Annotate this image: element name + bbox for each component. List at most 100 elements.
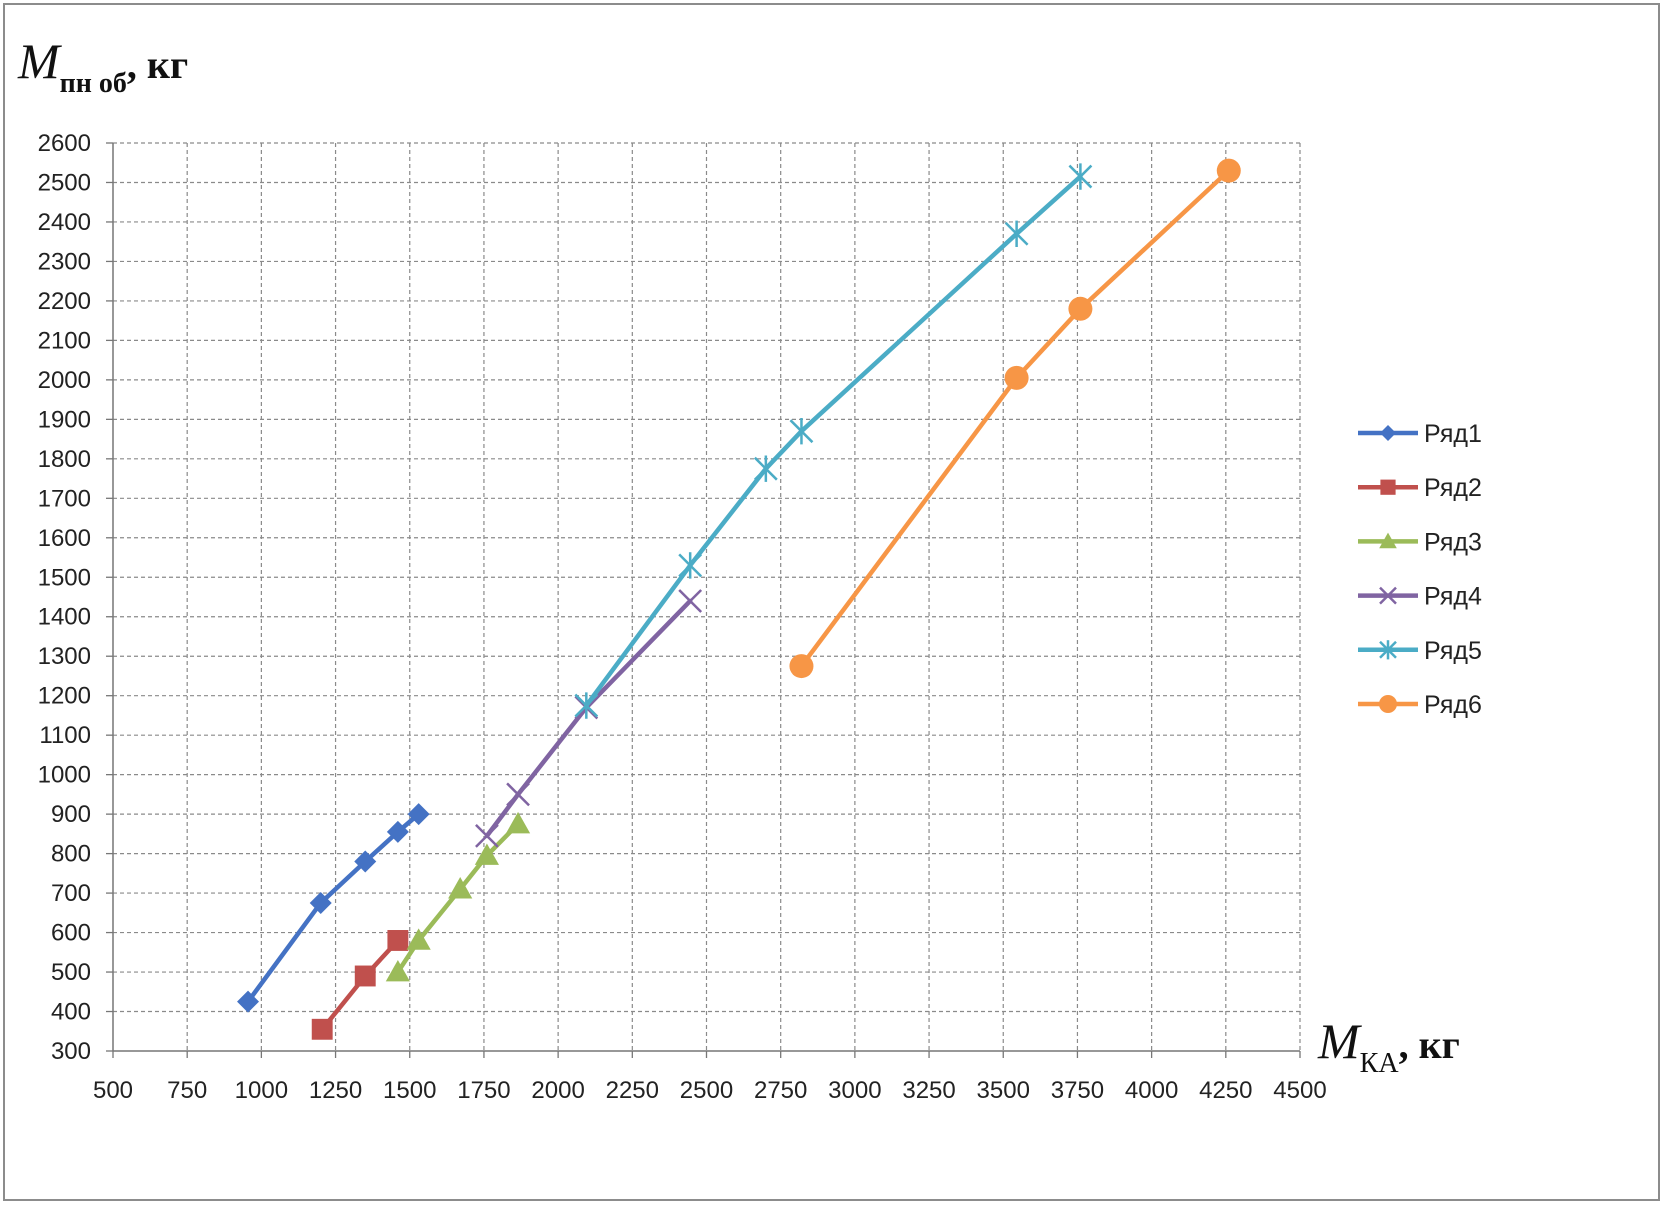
- legend-marker: [1379, 695, 1397, 713]
- series-5: [574, 163, 1093, 719]
- data-point: [474, 843, 500, 865]
- x-tick-label: 3000: [828, 1077, 881, 1104]
- data-point: [1068, 163, 1093, 190]
- data-point: [448, 877, 473, 899]
- y-axis-title-main: M: [17, 33, 62, 89]
- y-tick-label: 1800: [38, 446, 91, 473]
- y-tick-label: 1100: [39, 722, 91, 749]
- x-tick-label: 3500: [977, 1077, 1030, 1104]
- legend-item: Ряд3: [1358, 528, 1482, 556]
- series: [237, 158, 1241, 1040]
- data-point: [386, 820, 409, 843]
- legend-item: Ряд1: [1358, 420, 1482, 448]
- x-tick-label: 3750: [1051, 1077, 1104, 1104]
- data-point: [406, 928, 431, 950]
- y-tick-label: 2600: [38, 130, 91, 157]
- legend-label: Ряд1: [1424, 420, 1482, 448]
- data-point: [678, 552, 703, 579]
- data-point: [574, 692, 599, 719]
- x-tick-label: 1750: [457, 1077, 510, 1104]
- data-point: [385, 959, 410, 982]
- y-tick-label: 2500: [38, 169, 91, 196]
- data-point: [505, 811, 531, 834]
- x-tick-label: 2750: [754, 1077, 807, 1104]
- series-line: [484, 598, 693, 839]
- x-axis-title-unit: , кг: [1399, 1022, 1460, 1067]
- legend-label: Ряд6: [1424, 691, 1482, 719]
- x-axis-title: MКА, кг: [1317, 1013, 1460, 1079]
- x-tick-label: 3250: [902, 1077, 955, 1104]
- legend-label: Ряд4: [1424, 583, 1482, 611]
- legend-label: Ряд2: [1424, 474, 1482, 502]
- series-2: [311, 930, 409, 1040]
- legend-item: Ряд5: [1358, 637, 1482, 665]
- y-tick-label: 1500: [38, 564, 91, 591]
- legend: Ряд1 Ряд2 Ряд3 Ряд4 Ряд5 Ряд6: [1358, 420, 1482, 719]
- x-tick-label: 4250: [1199, 1077, 1252, 1104]
- legend-marker: [1380, 425, 1396, 441]
- x-axis-title-main: M: [1317, 1013, 1362, 1069]
- axes: 300 400 500 600 700 800 900 1000 1100 1200 1300 140…: [38, 130, 1327, 1104]
- y-axis-title-unit: , кг: [127, 42, 188, 87]
- data-point: [475, 823, 499, 848]
- legend-marker: [1380, 479, 1396, 495]
- x-axis-title-sub: КА: [1360, 1048, 1400, 1079]
- y-tick-label: 500: [51, 959, 91, 986]
- y-axis-title-sub: пн об: [60, 68, 127, 99]
- x-tick-label: 2000: [531, 1077, 584, 1104]
- y-tick-label: 1300: [38, 643, 91, 670]
- y-tick-label: 300: [51, 1038, 91, 1065]
- series-1: [237, 803, 430, 1013]
- y-tick-label: 700: [51, 880, 91, 907]
- y-tick-label: 2400: [38, 209, 91, 236]
- y-tick-label: 2000: [38, 367, 91, 394]
- x-tick-label: 1000: [235, 1077, 288, 1104]
- series-6: [789, 158, 1241, 679]
- data-point: [678, 589, 703, 613]
- y-tick-label: 2200: [38, 288, 91, 315]
- y-tick-label: 1400: [38, 604, 91, 631]
- data-point: [1068, 296, 1093, 321]
- data-point: [354, 850, 377, 873]
- data-point: [354, 965, 376, 987]
- y-tick-label: 1200: [38, 683, 91, 710]
- y-tick-label: 800: [51, 841, 91, 868]
- x-tick-label: 1500: [383, 1077, 436, 1104]
- data-point: [387, 930, 409, 951]
- y-tick-label: 1700: [38, 485, 91, 512]
- data-point: [309, 891, 332, 914]
- y-tick-label: 400: [51, 999, 91, 1026]
- data-point: [237, 990, 260, 1013]
- data-point: [753, 455, 778, 482]
- y-tick-label: 1600: [38, 525, 91, 552]
- legend-item: Ряд4: [1358, 583, 1482, 611]
- series-3: [385, 811, 531, 982]
- x-tick-label: 1250: [309, 1077, 362, 1104]
- data-point: [789, 654, 814, 679]
- data-point: [1004, 220, 1029, 247]
- legend-label: Ряд3: [1424, 528, 1482, 556]
- legend-item: Ряд6: [1358, 691, 1482, 719]
- x-tick-label: 2250: [606, 1077, 659, 1104]
- chart-frame: [3, 3, 1660, 1201]
- x-tick-label: 500: [93, 1077, 133, 1104]
- legend-marker: [1379, 586, 1397, 605]
- x-tick-label: 4000: [1125, 1077, 1178, 1104]
- y-tick-label: 2300: [38, 248, 91, 275]
- series-line: [799, 168, 1232, 669]
- x-tick-label: 2500: [680, 1077, 733, 1104]
- data-point: [789, 417, 814, 445]
- series-4: [475, 589, 703, 848]
- legend-marker: [1379, 532, 1397, 549]
- y-tick-label: 900: [51, 801, 91, 828]
- x-tick-label: 4500: [1273, 1077, 1326, 1104]
- data-point: [506, 782, 530, 807]
- data-point: [1216, 158, 1241, 183]
- legend-item: Ряд2: [1358, 474, 1482, 502]
- data-point: [1004, 365, 1029, 390]
- y-tick-label: 600: [51, 920, 91, 947]
- y-tick-label: 1900: [38, 406, 91, 433]
- data-point: [407, 803, 430, 826]
- legend-marker: [1379, 640, 1397, 660]
